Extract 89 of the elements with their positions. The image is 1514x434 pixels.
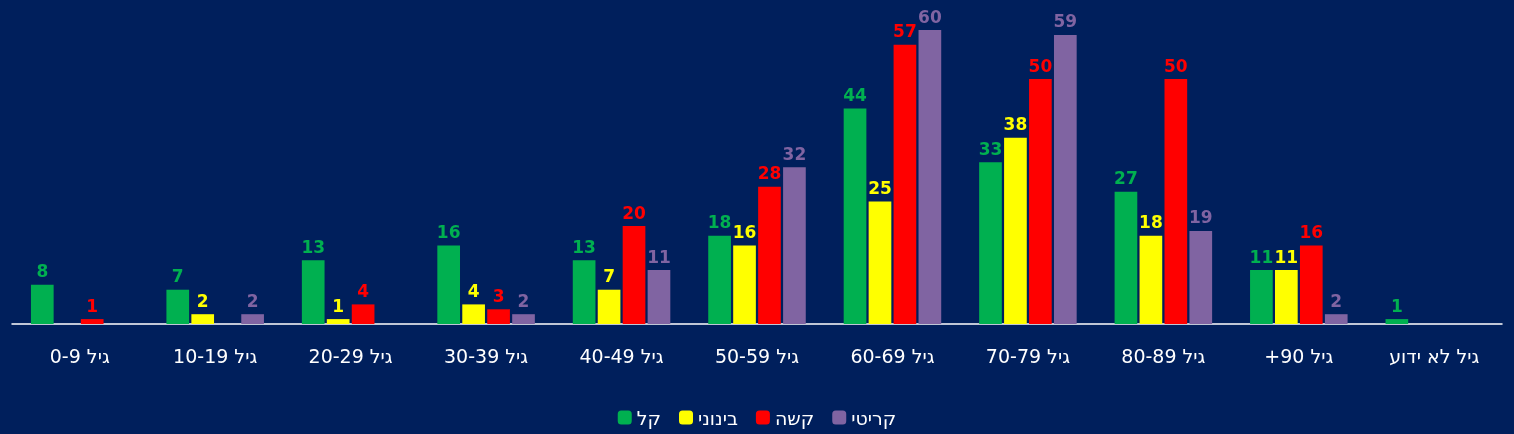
bar: [1324, 314, 1348, 324]
data-label: 28: [757, 163, 782, 184]
bar: [1299, 245, 1323, 324]
bar: [1275, 270, 1298, 324]
data-label: 11: [1249, 246, 1274, 267]
data-label: 59: [1053, 11, 1078, 32]
data-label: 25: [868, 178, 892, 198]
bar: [1029, 79, 1052, 324]
data-label: 44: [843, 84, 868, 105]
bar: [512, 314, 535, 324]
data-label: 4: [467, 280, 480, 301]
bar: [708, 235, 731, 324]
data-label: 57: [893, 21, 917, 42]
bar: [437, 245, 461, 324]
data-label: 18: [1139, 212, 1163, 233]
bar: [166, 289, 190, 324]
data-label: 2: [196, 290, 209, 311]
bar: [1139, 235, 1163, 324]
data-label: 2: [1330, 290, 1343, 311]
data-label: 20: [622, 202, 647, 223]
data-label: 7: [171, 266, 184, 287]
bar: [1114, 191, 1138, 324]
bar: [918, 30, 942, 324]
data-label: 18: [707, 212, 732, 233]
data-label: 13: [301, 236, 326, 257]
x-tick-label: גיל 40-49: [579, 344, 664, 367]
legend-label: קריטי: [851, 406, 897, 429]
x-tick-label: גיל 30-39: [444, 344, 529, 367]
bar: [487, 309, 510, 324]
x-tick-label: גיל 0-9: [49, 344, 110, 367]
bar: [241, 314, 264, 324]
legend-label: קשה: [774, 406, 815, 429]
x-tick-label: גיל 70-79: [985, 344, 1071, 367]
bar: [622, 226, 646, 324]
legend-label: בינוני: [698, 406, 738, 429]
data-label: 4: [357, 280, 370, 301]
bar: [1053, 34, 1077, 324]
data-label: 50: [1164, 55, 1188, 76]
bar: [647, 270, 671, 324]
x-tick-label: גיל 10-19: [173, 344, 258, 367]
data-label: 19: [1188, 207, 1213, 228]
x-tick-label: גיל לא ידוע: [1389, 344, 1480, 367]
bar: [783, 167, 806, 324]
data-label: 16: [732, 222, 757, 243]
data-label: 38: [1003, 114, 1028, 135]
data-label: 1: [86, 295, 99, 316]
x-tick-label: גיל 50-59: [714, 344, 800, 367]
data-label: 16: [1299, 222, 1324, 243]
data-label: 2: [517, 290, 530, 311]
bar: [1164, 79, 1188, 324]
bar: [597, 289, 621, 324]
x-tick-label: גיל 80-89: [1121, 344, 1206, 367]
bar: [868, 201, 892, 324]
bar: [326, 319, 350, 324]
data-label: 33: [978, 138, 1003, 159]
bar: [1004, 137, 1027, 324]
bar: [1250, 270, 1273, 324]
bar: [979, 162, 1002, 324]
data-label: 16: [436, 222, 461, 243]
x-tick-label: גיל 20-29: [308, 344, 393, 367]
bar: [758, 186, 781, 324]
bar: [572, 260, 596, 324]
data-label: 27: [1114, 168, 1138, 189]
data-label: 7: [603, 266, 615, 287]
data-label: 13: [572, 236, 596, 257]
bar: [843, 108, 867, 324]
data-label: 8: [36, 261, 49, 282]
bar: [1189, 230, 1213, 324]
bar: [733, 245, 756, 324]
legend-label: קל: [636, 406, 662, 429]
bar: [893, 44, 917, 324]
data-label: 11: [647, 246, 671, 267]
bar: [30, 284, 54, 324]
data-label: 3: [492, 285, 505, 306]
bar: [301, 260, 325, 324]
data-label: 1: [332, 295, 345, 316]
x-tick-label: גיל 60-69: [850, 344, 935, 367]
data-label: 50: [1028, 55, 1053, 76]
data-label: 11: [1274, 246, 1299, 267]
data-label: 1: [1390, 295, 1403, 316]
data-label: 2: [246, 290, 259, 311]
bar: [351, 304, 375, 324]
bar: [80, 319, 104, 324]
data-label: 60: [918, 6, 942, 27]
bar: [462, 304, 485, 324]
x-tick-label: גיל 90+: [1264, 344, 1334, 367]
bar: [191, 314, 215, 324]
data-label: 32: [782, 143, 807, 164]
bar: [1385, 319, 1409, 324]
